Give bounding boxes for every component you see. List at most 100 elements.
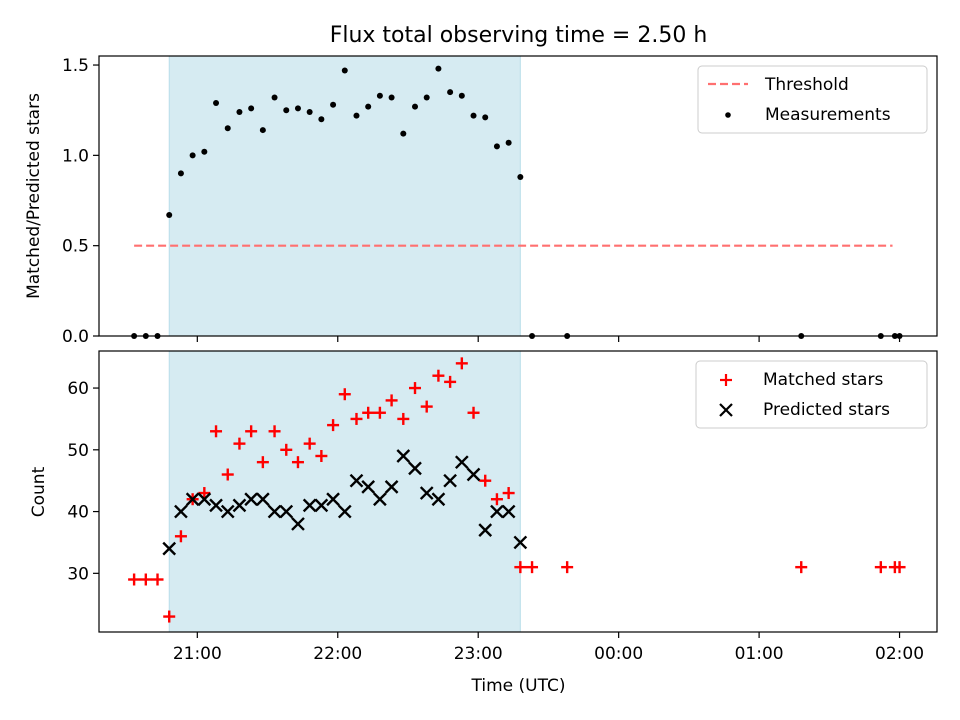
predicted-stars-point (279, 504, 294, 519)
predicted-stars-point (349, 473, 364, 488)
matched-stars-point (210, 425, 223, 438)
predicted-stars-point (197, 492, 212, 507)
matched-stars-point (256, 456, 269, 469)
matched-stars-point (409, 382, 422, 395)
measurements-point (213, 99, 220, 106)
predicted-stars-point (408, 461, 422, 476)
measurements-point (294, 105, 301, 112)
predicted-stars-point (174, 504, 188, 519)
predicted-stars-point (443, 473, 457, 488)
ratio-panel: 0.0 0.5 1.0 1.5 Matched/Predicted stars Thr… (24, 55, 938, 347)
matched-stars-point (245, 425, 258, 438)
measurements-point (470, 112, 477, 119)
measurements-point (259, 127, 266, 134)
predicted-stars-point (373, 492, 387, 507)
measurements-point (201, 148, 208, 155)
measurements-point (189, 152, 196, 159)
predicted-stars-point (501, 504, 516, 519)
measurements-point (376, 92, 383, 99)
matched-stars-point (502, 487, 515, 500)
predicted-stars-point (513, 535, 528, 550)
ratio-y-axis-label: Matched/Predicted stars (24, 93, 44, 299)
predicted-stars-point (267, 504, 282, 519)
matched-stars-point (490, 493, 503, 506)
matched-legend-swatch (720, 374, 732, 386)
observing-window-shade (168, 55, 521, 337)
measurements-point (330, 101, 337, 108)
measurements-point (423, 94, 430, 101)
matched-stars-point (385, 394, 398, 407)
predicted-legend-swatch (719, 403, 733, 417)
predicted-stars-point (396, 449, 411, 463)
measurements-legend-label: Measurements (765, 105, 891, 125)
measurements-point (365, 103, 372, 110)
matched-stars-point (280, 443, 293, 456)
matched-stars-point (233, 437, 246, 450)
ratio-panel-frame (98, 55, 938, 337)
predicted-stars-point (314, 498, 329, 513)
measurements-point (400, 130, 407, 137)
count-legend: Matched stars Predicted stars (695, 360, 928, 429)
predicted-stars-point (490, 504, 504, 519)
measurements-point (505, 139, 512, 146)
predicted-stars-point (220, 504, 235, 519)
matched-stars-point (315, 449, 328, 462)
measurements-point (353, 112, 360, 119)
predicted-stars-point (256, 492, 270, 507)
y-tick-label: 0.0 (62, 327, 89, 347)
x-tick-label: 23:00 (454, 644, 503, 664)
x-tick-label: 01:00 (735, 644, 784, 664)
measurements-point (435, 65, 442, 72)
matched-stars-point (151, 573, 164, 586)
x-axis-label: Time (UTC) (471, 676, 566, 696)
measurements-point (318, 116, 325, 123)
predicted-stars-point (185, 492, 200, 507)
measurements-point (412, 103, 419, 110)
matched-stars-point (420, 400, 433, 413)
predicted-stars-point (478, 523, 493, 537)
matched-stars-point (327, 419, 340, 432)
x-tick-label: 22:00 (313, 644, 362, 664)
y-tick-label: 50 (67, 441, 89, 461)
y-tick-label: 60 (67, 379, 89, 399)
count-legend-box (695, 360, 928, 429)
matched-stars-point (268, 425, 281, 438)
x-tick-label: 21:00 (173, 644, 222, 664)
matched-stars-point (139, 573, 152, 586)
measurements-point (166, 211, 173, 218)
measurements-point (306, 109, 313, 115)
matched-stars-point (362, 406, 375, 419)
matched-stars-point (795, 561, 808, 574)
matched-stars-point (526, 561, 539, 574)
measurements-point (388, 94, 395, 101)
measurements-legend-swatch (725, 112, 731, 118)
matched-stars-point (893, 561, 906, 574)
matched-legend-label: Matched stars (763, 370, 883, 390)
x-tick-label: 00:00 (594, 644, 643, 664)
predicted-stars-point (232, 498, 247, 513)
count-panel-frame (98, 350, 938, 633)
predicted-legend-label: Predicted stars (763, 400, 890, 420)
y-tick-label: 1.5 (62, 56, 89, 76)
x-tick-label: 02:00 (875, 644, 924, 664)
measurements-point (493, 143, 500, 150)
matched-stars-point (303, 437, 316, 450)
threshold-legend-label: Threshold (764, 75, 849, 95)
predicted-stars-point (244, 492, 258, 507)
measurements-point (271, 94, 278, 101)
predicted-stars-point (209, 498, 223, 513)
matched-stars-point (373, 406, 386, 419)
matched-stars-point (455, 357, 468, 370)
predicted-stars-point (326, 492, 340, 507)
count-y-axis-label: Count (29, 466, 49, 517)
ratio-legend-box (697, 65, 928, 134)
measurements-point (447, 89, 454, 96)
measurements-point (283, 107, 290, 114)
measurements-point (517, 174, 524, 181)
matched-stars-point (397, 412, 410, 425)
matched-stars-point (561, 561, 574, 574)
y-tick-label: 30 (67, 564, 89, 584)
predicted-stars-point (431, 492, 446, 507)
matched-stars-point (350, 412, 363, 425)
